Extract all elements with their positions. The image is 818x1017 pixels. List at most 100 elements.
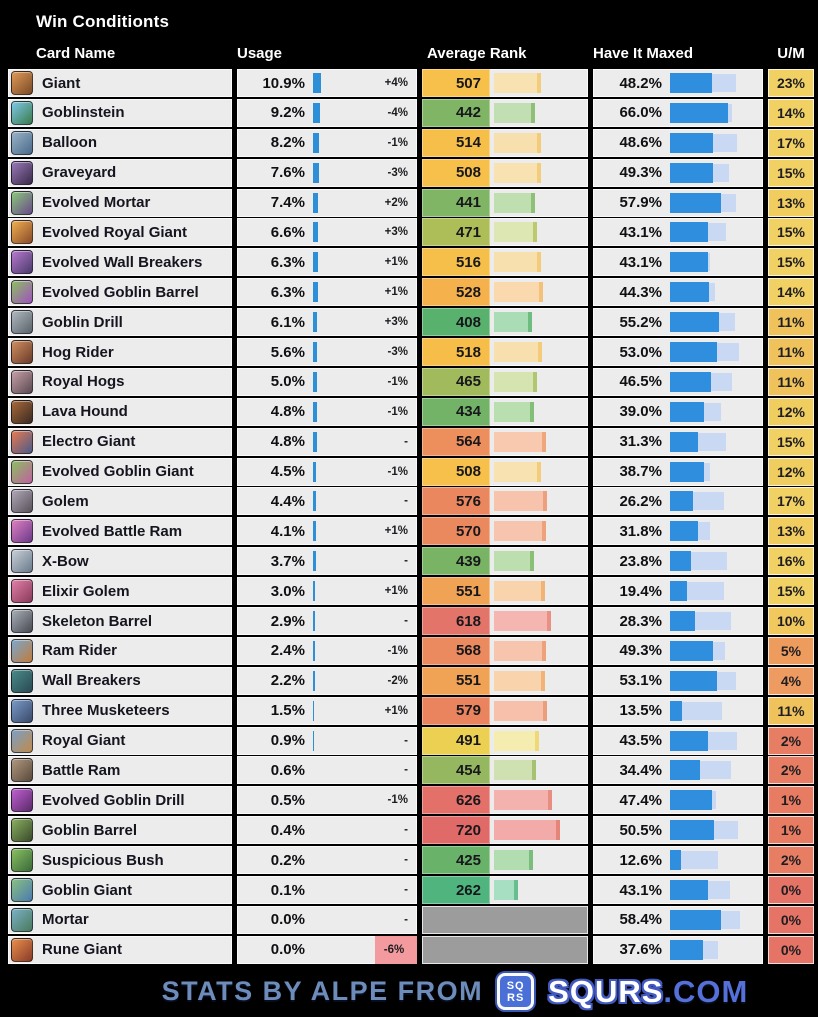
- rank-bar: [494, 581, 545, 602]
- table-row[interactable]: Goblin Drill 6.1% +3% 408 55.2%: [8, 308, 814, 337]
- usage-bar: [313, 581, 315, 602]
- maxed-value: 13.5%: [619, 702, 662, 720]
- card-name-cell: Goblin Barrel: [8, 816, 232, 845]
- table-row[interactable]: Skeleton Barrel 2.9% - 618 28.3%: [8, 607, 814, 636]
- rank-bar: [494, 521, 547, 542]
- rank-badge: 576: [422, 487, 490, 516]
- usage-delta: -: [404, 495, 408, 508]
- card-name-cell: Graveyard: [8, 158, 232, 187]
- table-row[interactable]: Suspicious Bush 0.2% - 425 12.6%: [8, 846, 814, 875]
- um-cell: 23%: [768, 69, 814, 97]
- card-name-label: Mortar: [42, 911, 89, 929]
- table-row[interactable]: Evolved Goblin Barrel 6.3% +1% 528 44.3%: [8, 278, 814, 307]
- usage-delta: -: [404, 913, 408, 926]
- card-name-label: Electro Giant: [42, 433, 136, 451]
- maxed-bar-track: [670, 222, 758, 243]
- usage-delta: -: [404, 435, 408, 448]
- maxed-bar: [670, 132, 713, 153]
- rank-cell: 408: [422, 308, 588, 337]
- card-name-label: Lava Hound: [42, 403, 128, 421]
- table-row[interactable]: Hog Rider 5.6% -3% 518 53.0%: [8, 338, 814, 367]
- card-name-label: Evolved Goblin Barrel: [42, 283, 199, 301]
- table-row[interactable]: Graveyard 7.6% -3% 508 49.3%: [8, 158, 814, 187]
- card-icon: [11, 907, 33, 932]
- credit-text: STATS BY ALPE FROM: [161, 976, 484, 1006]
- table-row[interactable]: Evolved Goblin Giant 4.5% -1% 508 38.7%: [8, 457, 814, 486]
- card-name-label: Evolved Goblin Drill: [42, 791, 185, 809]
- maxed-value: 31.3%: [619, 433, 662, 451]
- usage-value: 4.4%: [270, 492, 305, 510]
- have-it-maxed-cell: 31.8%: [593, 517, 763, 546]
- maxed-bar-track: [670, 640, 758, 661]
- table-row[interactable]: Wall Breakers 2.2% -2% 551 53.1%: [8, 666, 814, 695]
- table-row[interactable]: Giant 10.9% +4% 507 48.2%: [8, 69, 814, 97]
- table-row[interactable]: Golem 4.4% - 576 26.2% 17%: [8, 487, 814, 516]
- maxed-bar-track: [670, 850, 758, 871]
- ownership-bar: [718, 313, 736, 332]
- table-row[interactable]: Evolved Royal Giant 6.6% +3% 471 43.1%: [8, 218, 814, 247]
- usage-delta: -4%: [387, 106, 408, 119]
- maxed-bar-track: [670, 909, 758, 930]
- um-cell: 17%: [768, 128, 814, 157]
- table-row[interactable]: Goblin Barrel 0.4% - 720 50.5%: [8, 816, 814, 845]
- rank-cell: 570: [422, 517, 588, 546]
- rank-bar: [494, 192, 535, 213]
- have-it-maxed-cell: 13.5%: [593, 696, 763, 725]
- table-row[interactable]: Elixir Golem 3.0% +1% 551 19.4%: [8, 577, 814, 606]
- maxed-bar: [670, 521, 698, 542]
- ownership-bar: [693, 492, 724, 511]
- um-value: 14%: [776, 104, 806, 121]
- rank-cell: 528: [422, 278, 588, 307]
- card-name-cell: Evolved Goblin Giant: [8, 457, 232, 486]
- card-icon: [11, 489, 33, 514]
- usage-bar: [313, 312, 317, 333]
- table-row[interactable]: X-Bow 3.7% - 439 23.8% 16%: [8, 547, 814, 576]
- table-row[interactable]: Royal Giant 0.9% - 491 43.5%: [8, 726, 814, 755]
- maxed-bar-track: [670, 431, 758, 452]
- card-name-label: Evolved Goblin Giant: [42, 463, 194, 481]
- table-row[interactable]: Mortar 0.0% - 58.4% 0%: [8, 905, 814, 934]
- card-icon: [11, 519, 33, 544]
- rank-bar-track: [494, 461, 586, 482]
- um-cell: 11%: [768, 367, 814, 396]
- rank-cell: 454: [422, 756, 588, 785]
- usage-value: 7.6%: [270, 164, 305, 182]
- rank-bar: [494, 371, 537, 392]
- um-cell: 2%: [768, 846, 814, 875]
- rank-cell: 507: [422, 69, 588, 97]
- rank-bar: [494, 611, 551, 632]
- usage-cell: 0.4% -: [237, 816, 417, 845]
- table-row[interactable]: Ram Rider 2.4% -1% 568 49.3%: [8, 636, 814, 665]
- card-name-label: Three Musketeers: [42, 702, 170, 720]
- usage-bar: [313, 73, 321, 93]
- usage-cell: 6.3% +1%: [237, 248, 417, 277]
- card-name-label: Wall Breakers: [42, 672, 141, 690]
- table-row[interactable]: Electro Giant 4.8% - 564 31.3%: [8, 427, 814, 456]
- rank-bar-track: [494, 880, 586, 901]
- table-row[interactable]: Evolved Wall Breakers 6.3% +1% 516 43.1%: [8, 248, 814, 277]
- rank-badge: 514: [422, 128, 490, 157]
- table-row[interactable]: Evolved Battle Ram 4.1% +1% 570 31.8%: [8, 517, 814, 546]
- card-icon: [11, 220, 33, 245]
- table-row[interactable]: Three Musketeers 1.5% +1% 579 13.5%: [8, 696, 814, 725]
- usage-cell: 0.0% -6%: [237, 935, 417, 964]
- table-row[interactable]: Goblinstein 9.2% -4% 442 66.0%: [8, 98, 814, 127]
- site-link[interactable]: SQURS.COM: [548, 974, 748, 1010]
- maxed-bar-track: [670, 461, 758, 482]
- table-row[interactable]: Royal Hogs 5.0% -1% 465 46.5%: [8, 367, 814, 396]
- card-icon: [11, 100, 33, 125]
- card-icon: [11, 758, 33, 783]
- um-cell: 10%: [768, 607, 814, 636]
- table-row[interactable]: Goblin Giant 0.1% - 262 43.1%: [8, 876, 814, 905]
- table-row[interactable]: Evolved Mortar 7.4% +2% 441 57.9%: [8, 188, 814, 217]
- card-name-label: Goblin Drill: [42, 313, 123, 331]
- table-row[interactable]: Lava Hound 4.8% -1% 434 39.0%: [8, 397, 814, 426]
- table-row[interactable]: Balloon 8.2% -1% 514 48.6%: [8, 128, 814, 157]
- table-row[interactable]: Evolved Goblin Drill 0.5% -1% 626 47.4%: [8, 786, 814, 815]
- usage-cell: 7.6% -3%: [237, 158, 417, 187]
- table-row[interactable]: Battle Ram 0.6% - 454 34.4%: [8, 756, 814, 785]
- rank-bar: [494, 670, 545, 691]
- ownership-bar: [728, 103, 733, 122]
- maxed-bar: [670, 730, 709, 751]
- table-row[interactable]: Rune Giant 0.0% -6% 37.6%: [8, 935, 814, 964]
